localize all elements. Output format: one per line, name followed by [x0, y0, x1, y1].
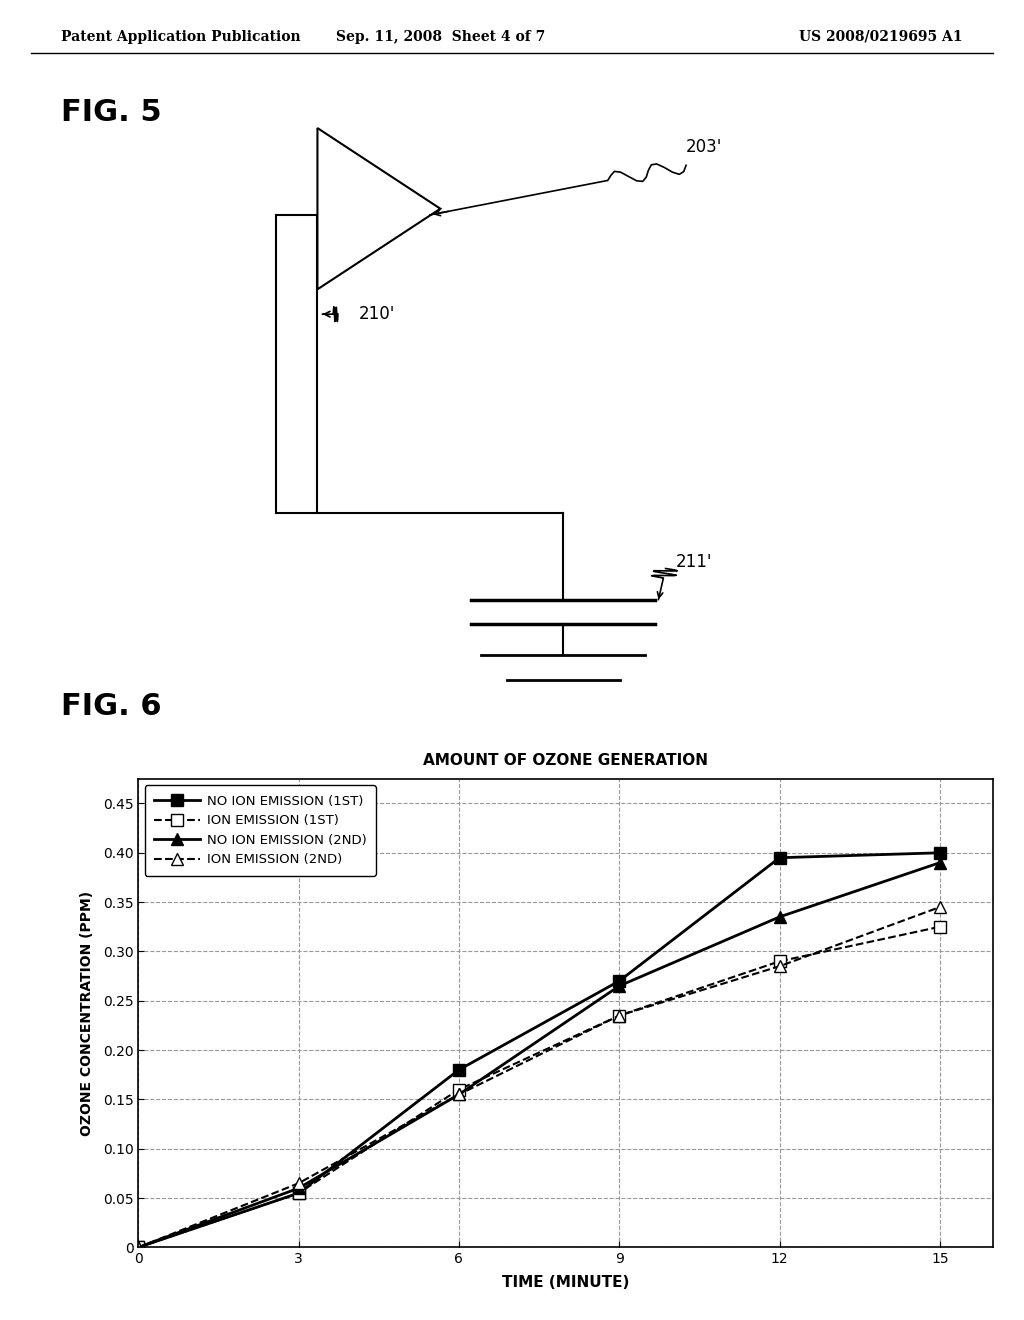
ION EMISSION (2ND) [934, 899, 946, 915]
Text: 211': 211' [676, 553, 713, 572]
Line: ION EMISSION (2ND): ION EMISSION (2ND) [133, 902, 945, 1253]
NO ION EMISSION (1ST) [132, 1239, 144, 1255]
ION EMISSION (1ST) [293, 1185, 305, 1201]
Line: ION EMISSION (1ST): ION EMISSION (1ST) [133, 921, 945, 1253]
NO ION EMISSION (1ST) [773, 850, 785, 866]
NO ION EMISSION (1ST) [934, 845, 946, 861]
Text: US 2008/0219695 A1: US 2008/0219695 A1 [799, 30, 963, 44]
NO ION EMISSION (2ND) [132, 1239, 144, 1255]
ION EMISSION (1ST) [613, 1007, 626, 1023]
Polygon shape [317, 128, 440, 289]
ION EMISSION (2ND) [613, 1007, 626, 1023]
Text: FIG. 5: FIG. 5 [61, 98, 162, 127]
NO ION EMISSION (2ND) [613, 978, 626, 994]
X-axis label: TIME (MINUTE): TIME (MINUTE) [502, 1275, 630, 1290]
ION EMISSION (2ND) [293, 1175, 305, 1191]
Text: 203': 203' [686, 137, 723, 156]
NO ION EMISSION (2ND) [934, 855, 946, 871]
NO ION EMISSION (1ST) [293, 1185, 305, 1201]
NO ION EMISSION (2ND) [293, 1180, 305, 1196]
Bar [276, 215, 317, 512]
Text: Patent Application Publication: Patent Application Publication [61, 30, 301, 44]
ION EMISSION (2ND) [773, 958, 785, 974]
ION EMISSION (2ND) [132, 1239, 144, 1255]
ION EMISSION (2ND) [453, 1086, 465, 1102]
NO ION EMISSION (1ST) [453, 1061, 465, 1077]
Text: Sep. 11, 2008  Sheet 4 of 7: Sep. 11, 2008 Sheet 4 of 7 [336, 30, 545, 44]
ION EMISSION (1ST) [773, 953, 785, 969]
Line: NO ION EMISSION (2ND): NO ION EMISSION (2ND) [133, 857, 945, 1253]
Text: FIG. 6: FIG. 6 [61, 692, 162, 721]
Y-axis label: OZONE CONCENTRATION (PPM): OZONE CONCENTRATION (PPM) [80, 891, 94, 1135]
NO ION EMISSION (2ND) [773, 909, 785, 925]
Legend: NO ION EMISSION (1ST), ION EMISSION (1ST), NO ION EMISSION (2ND), ION EMISSION (: NO ION EMISSION (1ST), ION EMISSION (1ST… [144, 785, 376, 875]
NO ION EMISSION (2ND) [453, 1086, 465, 1102]
Line: NO ION EMISSION (1ST): NO ION EMISSION (1ST) [133, 847, 945, 1253]
NO ION EMISSION (1ST) [613, 973, 626, 989]
ION EMISSION (1ST) [934, 919, 946, 935]
Title: AMOUNT OF OZONE GENERATION: AMOUNT OF OZONE GENERATION [423, 752, 709, 768]
Text: 210': 210' [358, 305, 395, 323]
ION EMISSION (1ST) [453, 1081, 465, 1097]
ION EMISSION (1ST) [132, 1239, 144, 1255]
